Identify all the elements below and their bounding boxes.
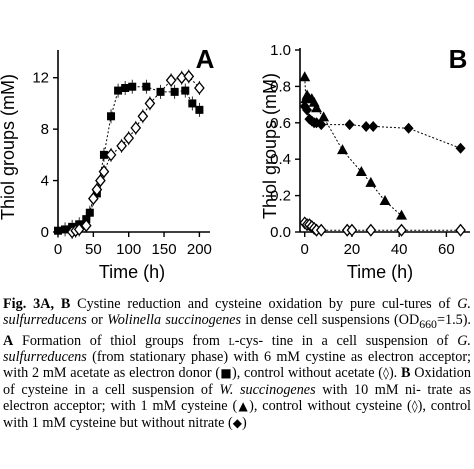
data-point-square	[54, 226, 62, 235]
series-line	[304, 77, 402, 216]
data-point-triangle	[355, 165, 367, 176]
data-point-square	[121, 84, 130, 92]
data-point-open-diamond	[95, 174, 106, 188]
data-point-open-diamond	[116, 139, 127, 153]
data-point-diamond	[361, 120, 372, 132]
data-point-triangle	[311, 102, 323, 113]
x-tick-label: 40	[391, 241, 408, 258]
data-point-diamond	[344, 119, 355, 131]
data-point-triangle	[365, 176, 377, 187]
data-point-open-diamond	[123, 131, 135, 145]
data-point-square	[195, 105, 204, 114]
data-point-open-diamond	[455, 223, 466, 237]
data-point-open-diamond	[194, 81, 205, 95]
data-point-triangle	[396, 209, 408, 220]
y-tick-label: 1.0	[270, 42, 291, 59]
data-point-diamond	[368, 120, 379, 132]
caption-text: Fig. 3A, B Cystine reduction and cystein…	[3, 296, 472, 431]
data-point-square	[128, 82, 137, 91]
x-tick-label: 50	[85, 241, 102, 258]
data-point-square	[188, 99, 197, 108]
data-point-triangle	[379, 195, 391, 206]
panel-label: B	[449, 44, 468, 74]
data-point-open-diamond	[165, 73, 177, 87]
figure-caption: Fig. 3A, B Cystine reduction and cystein…	[3, 296, 471, 431]
x-axis-title: Time (h)	[99, 262, 165, 282]
data-point-open-diamond	[105, 148, 117, 162]
data-point-diamond	[302, 104, 313, 116]
data-point-open-diamond	[346, 223, 358, 237]
x-tick-label: 0	[54, 241, 62, 258]
data-point-square	[107, 112, 116, 121]
data-point-open-diamond	[183, 69, 195, 83]
y-tick-label: 0	[41, 224, 49, 241]
y-tick-label: 8	[41, 121, 49, 138]
data-point-open-diamond	[396, 223, 407, 237]
y-tick-label: 0.8	[270, 78, 291, 95]
data-point-open-diamond	[130, 121, 142, 135]
data-point-square	[114, 86, 123, 95]
data-point-square	[181, 86, 190, 95]
x-tick-label: 0	[301, 241, 309, 258]
y-axis-title: Thiol groups (mM)	[260, 73, 280, 219]
data-point-square	[170, 87, 179, 96]
data-point-triangle	[318, 111, 330, 122]
y-tick-label: 12	[32, 70, 49, 87]
y-axis-title: Thiol groups (mM)	[0, 74, 18, 220]
y-tick-label: 0.2	[270, 188, 291, 205]
data-point-square	[142, 82, 151, 91]
data-point-square	[156, 87, 165, 96]
y-tick-label: 0.0	[270, 224, 291, 241]
data-point-open-diamond	[144, 96, 156, 110]
series-line	[304, 222, 461, 231]
x-tick-label: 100	[116, 241, 141, 258]
data-point-diamond	[316, 119, 327, 131]
data-point-open-diamond	[137, 109, 149, 123]
series-line	[57, 86, 200, 232]
data-point-diamond	[403, 122, 414, 134]
y-tick-label: 4	[41, 173, 49, 190]
data-point-open-diamond	[91, 183, 103, 197]
x-tick-label: 60	[438, 241, 455, 258]
data-point-open-diamond	[73, 222, 85, 236]
data-point-open-diamond	[80, 219, 92, 233]
data-point-open-diamond	[365, 223, 377, 237]
data-point-diamond	[455, 142, 466, 154]
x-axis-title: Time (h)	[347, 262, 413, 282]
panel-label: A	[196, 44, 215, 74]
y-tick-label: 0.4	[270, 151, 291, 168]
series-line	[304, 106, 461, 149]
series-line	[71, 75, 200, 233]
data-point-open-diamond	[315, 223, 327, 237]
data-point-triangle	[337, 144, 348, 155]
data-point-square	[61, 225, 70, 234]
data-point-open-diamond	[88, 192, 99, 206]
x-tick-label: 20	[344, 241, 361, 258]
x-tick-label: 200	[187, 241, 212, 258]
data-point-triangle	[299, 71, 311, 82]
data-point-open-diamond	[98, 165, 110, 179]
data-point-square	[99, 150, 108, 159]
y-tick-label: 0.6	[270, 115, 291, 132]
x-tick-label: 150	[152, 241, 177, 258]
